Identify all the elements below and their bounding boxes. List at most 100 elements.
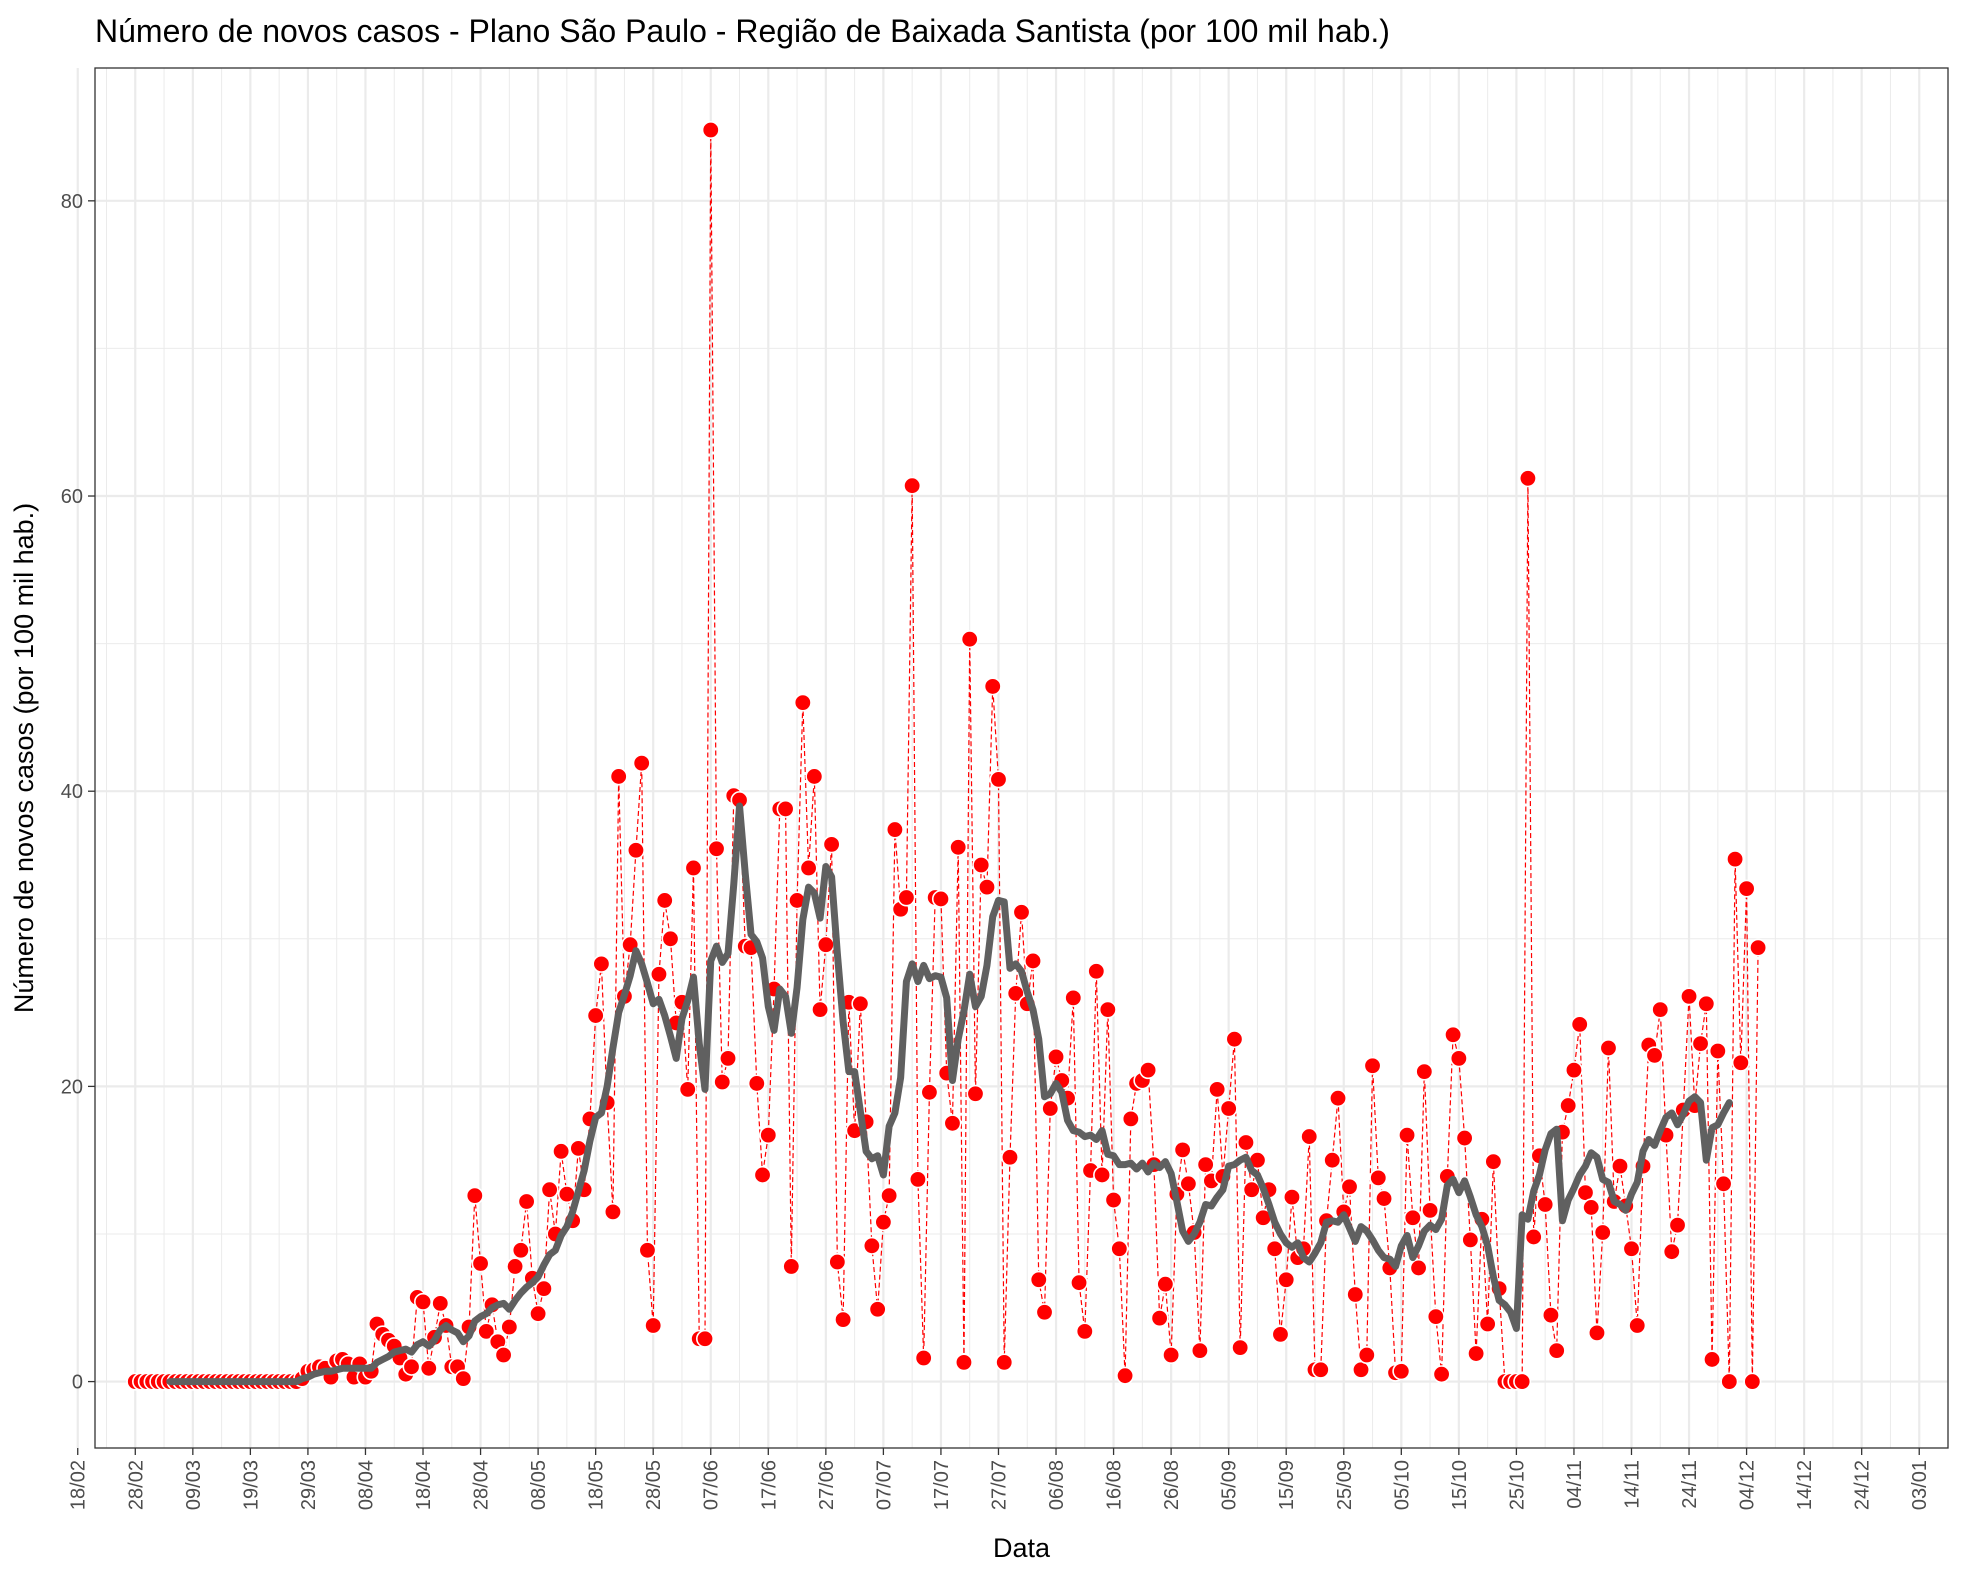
daily-point xyxy=(1426,1307,1445,1326)
axes: 0 20 40 60 80 18/02 28/02 09/03 19/03 29/03 08/04 1… xyxy=(61,191,1931,1510)
daily-point xyxy=(1680,987,1699,1006)
daily-point xyxy=(1231,1338,1250,1357)
x-tick-label: 04/12 xyxy=(1737,1460,1759,1510)
daily-point xyxy=(1093,1165,1112,1184)
daily-point xyxy=(414,1292,433,1311)
daily-point xyxy=(1610,1157,1629,1176)
daily-point xyxy=(834,1310,853,1329)
daily-point xyxy=(1064,988,1083,1007)
daily-point xyxy=(1714,1174,1733,1193)
daily-point xyxy=(1311,1360,1330,1379)
daily-point xyxy=(1720,1372,1739,1391)
daily-point xyxy=(799,858,818,877)
daily-point xyxy=(1277,1270,1296,1289)
x-tick-label: 27/07 xyxy=(988,1460,1010,1510)
daily-point xyxy=(529,1304,548,1323)
daily-point xyxy=(454,1369,473,1388)
daily-point xyxy=(1162,1346,1181,1365)
daily-point xyxy=(632,754,651,773)
daily-point xyxy=(1116,1366,1135,1385)
daily-point xyxy=(465,1186,484,1205)
daily-point xyxy=(1536,1195,1555,1214)
daily-point xyxy=(943,1114,962,1133)
moving-average-line xyxy=(166,802,1733,1386)
daily-point xyxy=(972,856,991,875)
daily-point xyxy=(638,1241,657,1260)
x-tick-label: 28/02 xyxy=(125,1460,147,1510)
x-tick-label: 25/09 xyxy=(1334,1460,1356,1510)
daily-point xyxy=(1139,1061,1158,1080)
daily-point xyxy=(1000,1148,1019,1167)
daily-point xyxy=(419,1359,438,1378)
daily-point xyxy=(1024,951,1043,970)
daily-point xyxy=(1415,1062,1434,1081)
daily-point xyxy=(1749,938,1768,957)
daily-point xyxy=(1190,1341,1209,1360)
x-tick-label: 25/10 xyxy=(1506,1460,1528,1510)
daily-point xyxy=(1559,1096,1578,1115)
daily-point xyxy=(880,1186,899,1205)
x-tick-label: 16/08 xyxy=(1104,1460,1126,1510)
daily-point xyxy=(713,1072,732,1091)
daily-point xyxy=(1708,1041,1727,1060)
daily-point xyxy=(517,1192,536,1211)
x-tick-label: 08/05 xyxy=(528,1460,550,1510)
daily-point xyxy=(684,858,703,877)
daily-point xyxy=(1369,1168,1388,1187)
daily-point xyxy=(586,1006,605,1025)
daily-point xyxy=(719,1049,738,1068)
x-tick-label: 05/10 xyxy=(1391,1460,1413,1510)
daily-point xyxy=(695,1329,714,1348)
daily-point xyxy=(1075,1322,1094,1341)
daily-point xyxy=(1547,1341,1566,1360)
daily-point xyxy=(1173,1140,1192,1159)
daily-point xyxy=(989,770,1008,789)
daily-point xyxy=(494,1346,513,1365)
x-tick-label: 09/03 xyxy=(183,1460,205,1510)
daily-point xyxy=(1219,1099,1238,1118)
daily-point xyxy=(511,1241,530,1260)
daily-point xyxy=(1282,1188,1301,1207)
x-tick-label: 14/11 xyxy=(1621,1460,1643,1509)
daily-point xyxy=(603,1202,622,1221)
daily-point xyxy=(1587,1323,1606,1342)
daily-point xyxy=(1432,1365,1451,1384)
daily-point xyxy=(1271,1325,1290,1344)
daily-point xyxy=(1582,1198,1601,1217)
daily-point xyxy=(1518,469,1537,488)
daily-point xyxy=(851,994,870,1013)
y-tick-label: 80 xyxy=(61,191,83,213)
x-tick-label: 06/08 xyxy=(1046,1460,1068,1510)
daily-point xyxy=(1236,1133,1255,1152)
daily-point xyxy=(1455,1129,1474,1148)
daily-point xyxy=(908,1170,927,1189)
chart-title: Número de novos casos - Plano São Paulo … xyxy=(95,13,1390,49)
daily-point xyxy=(534,1279,553,1298)
x-tick-label: 17/06 xyxy=(758,1460,780,1510)
daily-point xyxy=(540,1180,559,1199)
daily-point xyxy=(1087,962,1106,981)
daily-point xyxy=(1691,1034,1710,1053)
daily-point xyxy=(1599,1039,1618,1058)
daily-point xyxy=(1225,1030,1244,1049)
daily-point xyxy=(903,476,922,495)
daily-point xyxy=(977,878,996,897)
x-tick-label: 26/08 xyxy=(1161,1460,1183,1510)
daily-point xyxy=(1070,1273,1089,1292)
daily-point xyxy=(1409,1258,1428,1277)
x-tick-label: 28/04 xyxy=(471,1460,493,1510)
daily-point xyxy=(1104,1191,1123,1210)
daily-point xyxy=(626,841,645,860)
daily-point xyxy=(1398,1126,1417,1145)
daily-point xyxy=(1035,1303,1054,1322)
x-axis-label: Data xyxy=(993,1533,1051,1563)
daily-point xyxy=(897,888,916,907)
daily-point xyxy=(1375,1189,1394,1208)
daily-point xyxy=(1449,1049,1468,1068)
daily-point xyxy=(1726,850,1745,869)
daily-point xyxy=(1524,1227,1543,1246)
x-tick-label: 24/12 xyxy=(1852,1460,1874,1510)
daily-point xyxy=(1467,1344,1486,1363)
daily-point xyxy=(811,1000,830,1019)
daily-point xyxy=(1576,1183,1595,1202)
